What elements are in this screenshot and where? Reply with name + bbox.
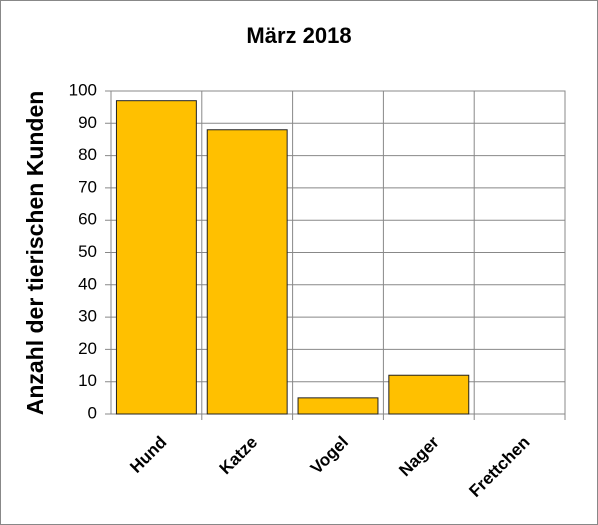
y-tick-label: 40 <box>78 274 97 293</box>
y-tick-label: 20 <box>78 339 97 358</box>
y-tick-label: 50 <box>78 242 97 261</box>
bar <box>115 100 197 415</box>
y-tick-label: 70 <box>78 177 97 196</box>
y-tick-label: 90 <box>78 113 97 132</box>
bar <box>388 374 470 415</box>
bar <box>297 397 379 415</box>
y-tick-label: 60 <box>78 210 97 229</box>
chart-title: März 2018 <box>246 23 351 48</box>
bar <box>206 129 288 415</box>
y-tick-label: 10 <box>78 371 97 390</box>
y-tick-label: 80 <box>78 145 97 164</box>
y-axis-label: Anzahl der tierischen Kunden <box>22 91 48 416</box>
y-tick-label: 30 <box>78 307 97 326</box>
y-tick-label: 100 <box>69 80 97 99</box>
y-tick-label: 0 <box>88 403 97 422</box>
